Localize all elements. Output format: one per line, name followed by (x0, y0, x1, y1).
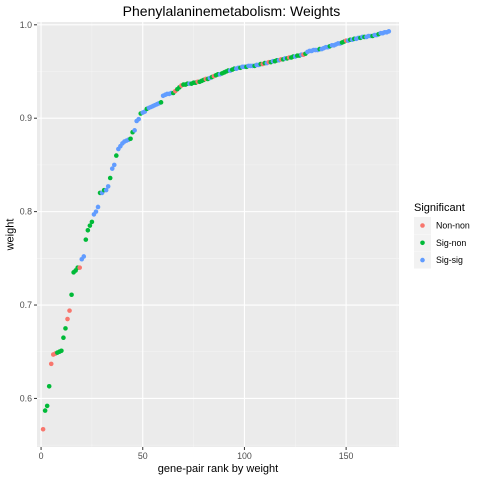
y-tick-label: 1.0 (20, 20, 32, 30)
legend-marker-sig-non (420, 240, 425, 246)
legend-marker-sig-sig (420, 257, 425, 263)
legend: Significant Non-non Sig-non Sig-sig (414, 202, 470, 269)
data-point-sig-non (83, 237, 89, 242)
chart-title: Phenylalaninemetabolism: Weights (123, 3, 341, 19)
data-point-sig-sig (386, 29, 392, 34)
data-point-sig-sig (81, 254, 87, 259)
legend-label-sig-non: Sig-non (436, 238, 466, 248)
data-point-sig-sig (103, 187, 109, 193)
minor-gridlines (37, 22, 399, 447)
data-point-sig-sig (111, 162, 117, 168)
y-tick-label: 0.7 (20, 300, 32, 310)
data-point-sig-sig (93, 209, 99, 214)
data-point-sig-non (63, 326, 68, 331)
data-point-sig-non (42, 408, 48, 413)
x-tick-label: 150 (339, 451, 354, 461)
data-point-sig-non (59, 348, 64, 354)
x-tick-label: 50 (138, 451, 148, 461)
x-axis-ticks: 0 50 100 150 (39, 447, 354, 461)
data-point-sig-non (61, 335, 66, 341)
data-point-sig-non (114, 153, 119, 158)
data-point-sig-non (128, 136, 133, 142)
y-axis-title: weight (5, 219, 17, 252)
legend-label-non-non: Non-non (436, 221, 470, 231)
legend-entries: Non-non Sig-non Sig-sig (414, 217, 470, 269)
x-tick-label: 100 (237, 451, 252, 461)
data-point-non-non (65, 316, 70, 322)
legend-marker-non-non (420, 223, 425, 228)
y-tick-label: 0.6 (20, 393, 32, 403)
legend-label-sig-sig: Sig-sig (436, 255, 463, 265)
plot-panel (37, 22, 399, 447)
legend-title: Significant (414, 202, 465, 214)
data-point-non-non (77, 265, 83, 270)
data-point-sig-sig (132, 128, 137, 133)
data-point-sig-non (69, 292, 74, 298)
data-point-sig-non (44, 403, 50, 409)
data-point-sig-non (89, 219, 95, 225)
data-point-sig-non (87, 223, 93, 228)
data-point-sig-non (158, 100, 164, 105)
data-point-sig-non (107, 175, 113, 181)
x-tick-label: 0 (39, 451, 44, 461)
y-axis-ticks: 0.6 0.7 0.8 0.9 1.0 (20, 20, 37, 403)
data-point-sig-sig (109, 166, 115, 171)
data-point-sig-non (85, 227, 91, 233)
data-point-sig-non (46, 383, 52, 389)
data-point-non-non (40, 426, 46, 432)
y-tick-label: 0.9 (20, 113, 32, 123)
data-point-sig-sig (105, 184, 111, 189)
data-point-non-non (48, 361, 54, 367)
data-point-sig-sig (95, 204, 101, 210)
x-axis-title: gene-pair rank by weight (158, 463, 278, 475)
data-point-non-non (67, 308, 72, 313)
data-points (40, 29, 392, 432)
y-tick-label: 0.8 (20, 207, 32, 217)
data-point-sig-sig (136, 116, 141, 122)
